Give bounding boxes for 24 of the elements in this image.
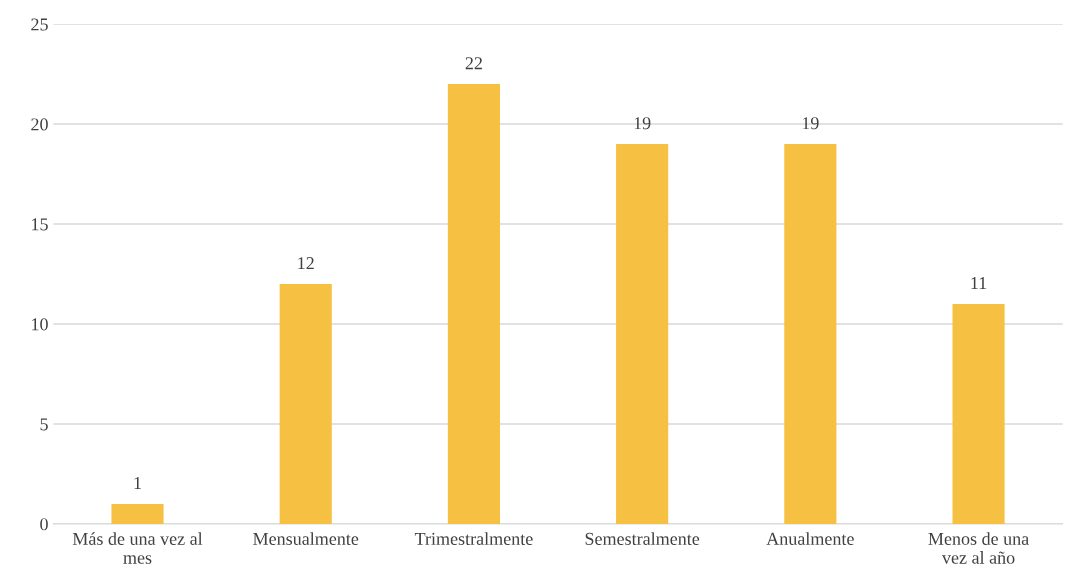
data-label: 19 — [634, 117, 651, 130]
x-tick-label: Más de una vez al mes — [72, 532, 203, 564]
data-label: 12 — [298, 257, 314, 270]
bar — [952, 304, 1005, 524]
y-tick-label: 5 — [40, 418, 48, 431]
y-tick-label: 25 — [31, 18, 48, 31]
y-tick-label: 0 — [40, 518, 48, 531]
x-tick-label: Mensualmente — [253, 532, 359, 545]
bar — [279, 284, 332, 524]
x-tick-label: Anualmente — [766, 532, 854, 545]
x-tick-label: Trimestralmente — [414, 532, 533, 545]
data-label: 11 — [971, 277, 987, 290]
bar — [784, 144, 837, 524]
bar — [616, 144, 669, 524]
y-tick-label: 20 — [31, 118, 48, 131]
bar — [447, 84, 500, 524]
bar — [111, 503, 164, 524]
y-tick-label: 10 — [32, 318, 48, 331]
y-tick-label: 15 — [32, 218, 48, 231]
x-tick-label: Semestralmente — [585, 532, 700, 545]
data-label: 1 — [134, 477, 141, 489]
data-label: 19 — [802, 117, 819, 130]
x-tick-label: Menos de una vez al año — [928, 532, 1029, 564]
data-label: 22 — [465, 57, 482, 70]
